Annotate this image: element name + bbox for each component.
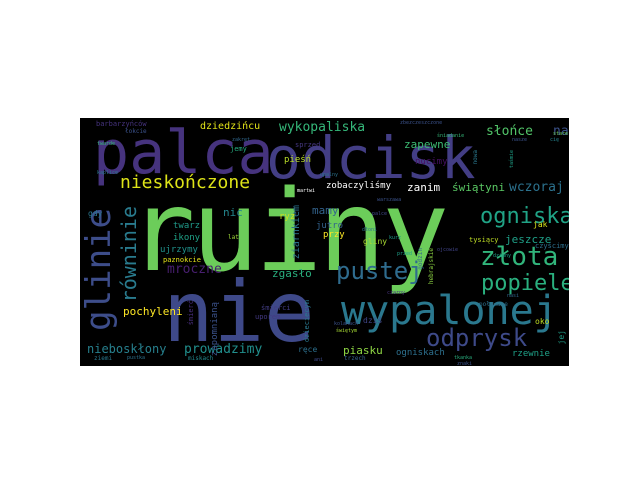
word-jutro: jutro [316,221,344,231]
word-pochyleni: pochyleni [123,305,183,318]
word-gdy: gdy [88,209,103,218]
word-nie: nie [163,263,315,361]
word-czyscimy: czyścimy [535,242,569,250]
word-smierc: śmierć [187,300,195,326]
word-przy: przy [323,230,345,240]
word-polawane: poławane [479,301,508,308]
word-nasze: nasze [512,137,528,143]
word-dloni: dłoni [362,227,378,233]
word-twarz: twarz [173,221,201,231]
word-martwi: martwi [297,188,316,194]
word-nowa: nowa [472,150,479,165]
word-piesn: pieśń [284,155,312,165]
word-sprzed: sprzed [295,141,321,149]
word-sniadanie: śniadanie [437,133,465,139]
word-cie: cię [550,137,560,143]
word-palca: palca [93,118,274,188]
word-tasmie: taśmie [509,150,515,169]
word-gliny: gliny [363,237,388,246]
word-zanim: zanim [407,181,441,194]
word-jak: jak [533,220,548,229]
word-zgaslo: zgasło [272,267,312,280]
word-trzech: trzech [344,355,366,362]
word-ikony: ikony [173,233,201,243]
word-swietym: świętym [336,328,358,334]
word-czarny: czarny [387,290,406,296]
word-jeszcze: jeszcze [505,233,552,246]
word-zapewne: zapewne [404,138,451,151]
word-zobaczylismy: zobaczyliśmy [326,181,392,191]
word-dzis: dziś [363,316,383,325]
word-glinie: glinie [80,208,119,331]
word-odcisk: odcisk [266,124,476,192]
word-lokcie: łokcie [125,128,147,135]
word-pustka: pustka [127,355,146,361]
word-cloud: ruiny palca odcisk nie wypalonej glinie … [80,118,569,366]
word-nucimy: nucimy [415,157,448,167]
word-ruiny: ruiny [128,167,449,297]
word-ujrzymy: ujrzymy [160,245,198,255]
word-odprysk: odprysk [426,324,528,352]
word-dziwny: dziwny [493,253,512,259]
word-ziemi: ziemi [94,355,113,362]
word-barbarzyncow: barbarzyńców [96,120,147,128]
word-rownie: równinie [117,206,141,303]
word-oko: oko [535,317,550,326]
word-rece: ręce [298,345,318,354]
word-tysiacy: tysiący [469,236,499,244]
word-ogniskach: ogniskach [396,348,445,358]
word-nieboskłony: nieboskłony [87,342,167,356]
word-warszawa: warszawa [377,197,402,203]
word-popiele: popiele [481,271,569,296]
word-przed: przed [397,251,413,257]
word-dziedzincu: dziedzińcu [200,121,261,132]
word-ryz: ryz [279,212,296,222]
word-uporem: uporem [255,313,281,321]
word-prowadzimy: prowadzimy [184,342,263,357]
word-mamy: mamy [312,204,339,217]
word-godzin: godzin [417,248,424,270]
word-hebrajskie: hebrajskie [428,248,435,285]
word-jej: jej [557,330,566,345]
word-ojcowie: ojcowie [437,247,459,253]
word-kolanach: kolanach [334,321,359,327]
word-kaplice: kaplice [97,170,119,176]
word-swiatyni: świątyni [452,181,505,194]
word-dzieciecym: dzieciecym [303,300,311,343]
word-paznokcie: paznokcie [163,256,201,264]
word-kurz: kurz [389,235,402,241]
word-palce: palce [372,211,388,217]
word-lat: lat [228,234,239,241]
word-mroczne: mroczne [167,262,222,277]
word-pustej: pustej [336,257,423,285]
word-stare: stare [553,131,569,137]
word-slonce: słońce [486,124,533,139]
word-ani: ani [314,357,324,363]
word-ogniska: ogniska [480,204,569,229]
word-tkanka: tkanka [454,355,473,361]
word-upalny: upalny [320,172,339,178]
word-wczoraj: wczoraj [509,180,564,195]
word-nieskonczone: nieskończone [120,172,251,193]
word-zakret: zakręt [232,137,251,143]
word-twarde: twarde [97,141,116,147]
word-miskach: miskach [188,355,214,362]
word-wypalonej: wypalonej [341,288,558,334]
word-zlota: złota [480,242,559,272]
word-rzewnie: rzewnie [512,349,550,359]
word-zapomniana: zapomnianą [210,302,220,357]
word-piasku: piasku [343,344,383,357]
word-znaki: znaki [457,361,473,367]
word-jemy: jemy [230,145,247,153]
word-zbezczeszczone: zbezczeszczone [400,120,443,126]
word-nic: nic [223,206,243,219]
word-nad: nad [553,124,569,139]
word-smierci: śmierci [261,304,291,312]
word-nasi: nasi [507,293,520,299]
word-wykopaliska: wykopaliska [279,120,366,135]
